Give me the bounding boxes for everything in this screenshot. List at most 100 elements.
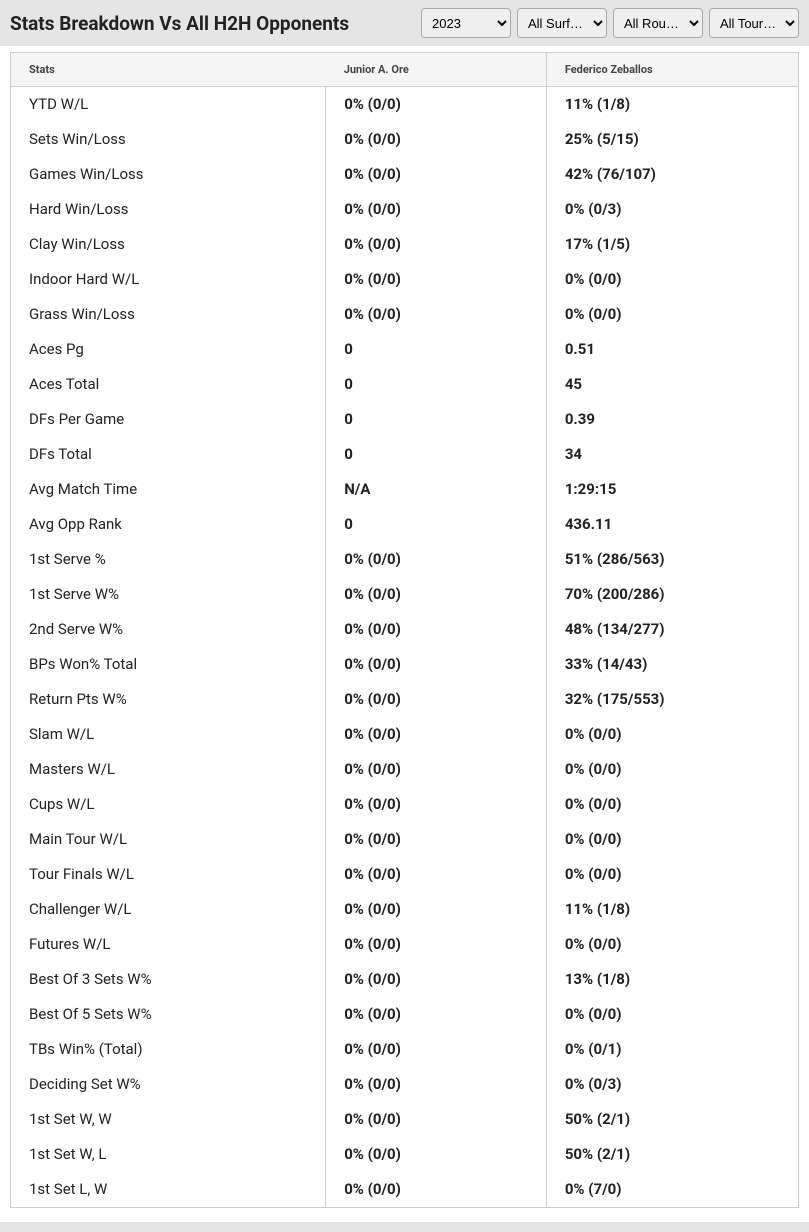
stat-player1-value: 0% (0/0) xyxy=(326,1032,547,1067)
table-row: Grass Win/Loss0% (0/0)0% (0/0) xyxy=(11,297,799,332)
stat-label: DFs Per Game xyxy=(11,402,326,437)
stat-player1-value: 0% (0/0) xyxy=(326,1172,547,1208)
table-row: Best Of 3 Sets W%0% (0/0)13% (1/8) xyxy=(11,962,799,997)
stat-player1-value: 0 xyxy=(326,507,547,542)
stat-player1-value: 0% (0/0) xyxy=(326,822,547,857)
table-row: DFs Total034 xyxy=(11,437,799,472)
stat-player2-value: 0% (0/0) xyxy=(546,262,798,297)
surface-select[interactable]: All Surf… xyxy=(517,8,607,38)
table-row: YTD W/L0% (0/0)11% (1/8) xyxy=(11,87,799,123)
stat-player2-value: 33% (14/43) xyxy=(546,647,798,682)
stat-player1-value: 0% (0/0) xyxy=(326,857,547,892)
stat-player1-value: 0% (0/0) xyxy=(326,927,547,962)
table-row: 1st Set L, W0% (0/0)0% (7/0) xyxy=(11,1172,799,1208)
stat-label: Tour Finals W/L xyxy=(11,857,326,892)
stat-player2-value: 0% (0/0) xyxy=(546,752,798,787)
stat-player2-value: 70% (200/286) xyxy=(546,577,798,612)
stat-player1-value: 0% (0/0) xyxy=(326,192,547,227)
stat-player1-value: 0 xyxy=(326,367,547,402)
table-row: 1st Set W, L0% (0/0)50% (2/1) xyxy=(11,1137,799,1172)
stat-label: Best Of 5 Sets W% xyxy=(11,997,326,1032)
table-row: Masters W/L0% (0/0)0% (0/0) xyxy=(11,752,799,787)
year-select[interactable]: 2023 xyxy=(421,8,511,38)
stat-player1-value: 0% (0/0) xyxy=(326,577,547,612)
stat-label: Avg Match Time xyxy=(11,472,326,507)
stat-label: Aces Total xyxy=(11,367,326,402)
stat-label: Hard Win/Loss xyxy=(11,192,326,227)
stat-label: Masters W/L xyxy=(11,752,326,787)
table-row: BPs Won% Total0% (0/0)33% (14/43) xyxy=(11,647,799,682)
stat-player2-value: 0% (0/3) xyxy=(546,192,798,227)
round-select[interactable]: All Rou… xyxy=(613,8,703,38)
stat-player1-value: 0 xyxy=(326,332,547,367)
stat-label: Indoor Hard W/L xyxy=(11,262,326,297)
tour-select[interactable]: All Tour… xyxy=(709,8,799,38)
stat-label: Main Tour W/L xyxy=(11,822,326,857)
table-row: DFs Per Game00.39 xyxy=(11,402,799,437)
stat-label: Sets Win/Loss xyxy=(11,122,326,157)
stat-player1-value: 0% (0/0) xyxy=(326,262,547,297)
table-row: 2nd Serve W%0% (0/0)48% (134/277) xyxy=(11,612,799,647)
stat-player2-value: 0.51 xyxy=(546,332,798,367)
stat-player2-value: 0% (7/0) xyxy=(546,1172,798,1208)
stat-player1-value: 0% (0/0) xyxy=(326,542,547,577)
table-row: Main Tour W/L0% (0/0)0% (0/0) xyxy=(11,822,799,857)
table-row: Tour Finals W/L0% (0/0)0% (0/0) xyxy=(11,857,799,892)
stat-player1-value: 0% (0/0) xyxy=(326,682,547,717)
stat-player2-value: 13% (1/8) xyxy=(546,962,798,997)
stat-player1-value: 0% (0/0) xyxy=(326,787,547,822)
stat-label: Cups W/L xyxy=(11,787,326,822)
table-row: Avg Opp Rank0436.11 xyxy=(11,507,799,542)
stat-label: 1st Set W, W xyxy=(11,1102,326,1137)
stat-player1-value: 0% (0/0) xyxy=(326,1137,547,1172)
table-row: Games Win/Loss0% (0/0)42% (76/107) xyxy=(11,157,799,192)
table-row: Aces Pg00.51 xyxy=(11,332,799,367)
stat-player1-value: 0% (0/0) xyxy=(326,612,547,647)
stat-label: TBs Win% (Total) xyxy=(11,1032,326,1067)
stat-player1-value: 0% (0/0) xyxy=(326,1102,547,1137)
stat-label: 1st Serve % xyxy=(11,542,326,577)
stat-label: YTD W/L xyxy=(11,87,326,123)
stat-label: Grass Win/Loss xyxy=(11,297,326,332)
table-row: Indoor Hard W/L0% (0/0)0% (0/0) xyxy=(11,262,799,297)
stat-label: Challenger W/L xyxy=(11,892,326,927)
stat-player2-value: 50% (2/1) xyxy=(546,1102,798,1137)
table-row: Aces Total045 xyxy=(11,367,799,402)
table-row: Clay Win/Loss0% (0/0)17% (1/5) xyxy=(11,227,799,262)
stat-player1-value: 0% (0/0) xyxy=(326,752,547,787)
stats-table-container: Stats Junior A. Ore Federico Zeballos YT… xyxy=(0,46,809,1218)
table-row: Return Pts W%0% (0/0)32% (175/553) xyxy=(11,682,799,717)
stat-label: Deciding Set W% xyxy=(11,1067,326,1102)
stat-label: Games Win/Loss xyxy=(11,157,326,192)
stat-player2-value: 17% (1/5) xyxy=(546,227,798,262)
table-row: Sets Win/Loss0% (0/0)25% (5/15) xyxy=(11,122,799,157)
stat-label: Slam W/L xyxy=(11,717,326,752)
table-row: Futures W/L0% (0/0)0% (0/0) xyxy=(11,927,799,962)
stat-label: 2nd Serve W% xyxy=(11,612,326,647)
stats-tbody: YTD W/L0% (0/0)11% (1/8)Sets Win/Loss0% … xyxy=(11,87,799,1208)
stat-label: 1st Serve W% xyxy=(11,577,326,612)
stat-player1-value: 0% (0/0) xyxy=(326,87,547,123)
stat-player1-value: 0 xyxy=(326,402,547,437)
stat-player2-value: 42% (76/107) xyxy=(546,157,798,192)
table-row: 1st Serve %0% (0/0)51% (286/563) xyxy=(11,542,799,577)
stat-player2-value: 0% (0/1) xyxy=(546,1032,798,1067)
stat-player2-value: 0% (0/0) xyxy=(546,787,798,822)
stat-player2-value: 0% (0/0) xyxy=(546,857,798,892)
footer-spacer xyxy=(0,1222,809,1232)
stat-label: Return Pts W% xyxy=(11,682,326,717)
stat-label: Clay Win/Loss xyxy=(11,227,326,262)
stat-player2-value: 0% (0/0) xyxy=(546,297,798,332)
stats-table: Stats Junior A. Ore Federico Zeballos YT… xyxy=(10,52,799,1208)
stat-player2-value: 1:29:15 xyxy=(546,472,798,507)
stat-player1-value: 0% (0/0) xyxy=(326,892,547,927)
table-row: Slam W/L0% (0/0)0% (0/0) xyxy=(11,717,799,752)
stat-player1-value: 0% (0/0) xyxy=(326,297,547,332)
stat-player2-value: 0.39 xyxy=(546,402,798,437)
stat-label: DFs Total xyxy=(11,437,326,472)
stat-player2-value: 48% (134/277) xyxy=(546,612,798,647)
stat-player1-value: N/A xyxy=(326,472,547,507)
stat-label: 1st Set L, W xyxy=(11,1172,326,1208)
stat-player1-value: 0% (0/0) xyxy=(326,1067,547,1102)
stat-player1-value: 0 xyxy=(326,437,547,472)
